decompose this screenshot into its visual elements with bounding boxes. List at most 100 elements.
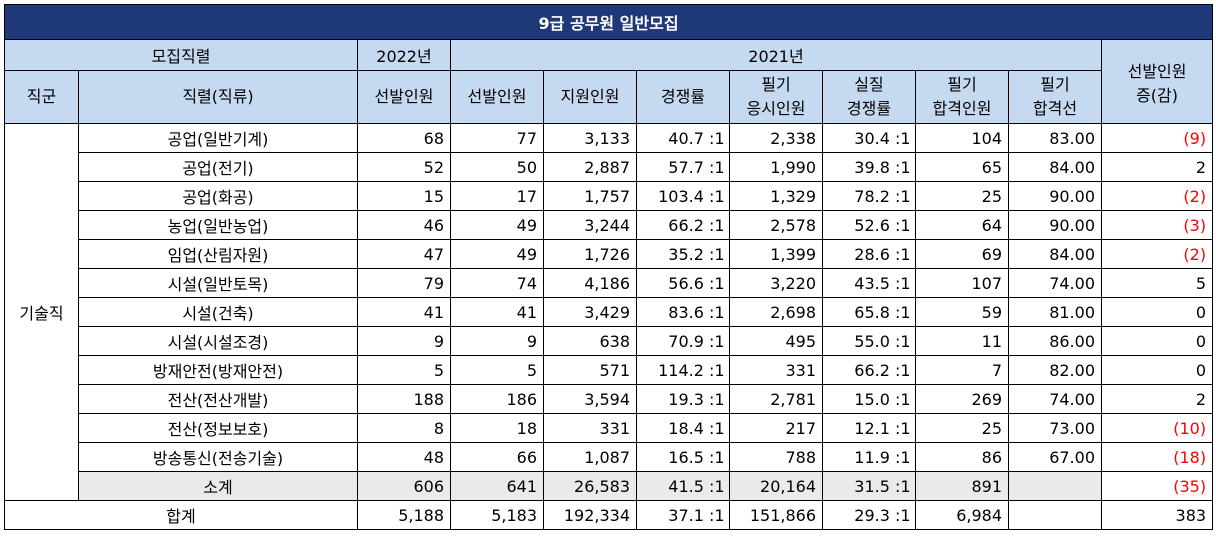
- header-jikryeol: 직렬(직류): [78, 70, 358, 124]
- ratio-value: 12.1: [854, 418, 890, 438]
- cell-cutline: 82.00: [1008, 355, 1102, 385]
- cell-seonbal-2022: 52: [357, 152, 451, 182]
- cell-cutline: 84.00: [1008, 152, 1102, 182]
- cell-pilgi-eungsi: 20,164: [729, 471, 823, 501]
- header-cutline: 필기 합격선: [1008, 70, 1102, 124]
- cell-cutline: 90.00: [1008, 181, 1102, 211]
- cell-seonbal-2022: 68: [357, 123, 451, 153]
- cell-seonbal-2021: 41: [450, 297, 544, 327]
- header-change: 선발인원 증(감): [1100, 39, 1214, 124]
- cell-seonbal-2022: 48: [357, 442, 451, 472]
- cell-pilgi-eungsi: 2,698: [729, 297, 823, 327]
- cell-hapgyeok: 86: [915, 442, 1009, 472]
- cell-jikryeol: 전산(전산개발): [78, 384, 358, 414]
- cell-ratio: 56.6 :1: [636, 268, 730, 298]
- cell-ratio: 43.5 :1: [822, 268, 916, 298]
- cell-ratio: 65.8 :1: [822, 297, 916, 327]
- cell-pilgi-eungsi: 2,578: [729, 210, 823, 240]
- ratio-value: 40.7: [668, 128, 704, 148]
- cell-jiwon: 331: [543, 413, 637, 443]
- header-seonbal-2021: 선발인원: [450, 70, 544, 124]
- table-row: 농업(일반농업) 46 49 3,244 66.2 :1 2,578 52.6 :1 64 90…: [5, 210, 1214, 240]
- ratio-value: 66.2: [854, 360, 890, 380]
- cell-change: (3): [1100, 210, 1214, 240]
- cell-ratio: 52.6 :1: [822, 210, 916, 240]
- cell-hapgyeok: 269: [915, 384, 1009, 414]
- cell-jiwon: 1,087: [543, 442, 637, 472]
- cell-ratio: 35.2 :1: [636, 239, 730, 269]
- cell-change: 383: [1100, 500, 1214, 530]
- cell-seonbal-2021: 50: [450, 152, 544, 182]
- cell-seonbal-2022: 188: [357, 384, 451, 414]
- header-seonbal-2022: 선발인원: [357, 70, 451, 124]
- cell-seonbal-2022: 9: [357, 326, 451, 356]
- cell-jiwon: 638: [543, 326, 637, 356]
- ratio-value: 56.6: [668, 273, 704, 293]
- cell-hapgyeok: 6,984: [915, 500, 1009, 530]
- cell-jikryeol: 공업(화공): [78, 181, 358, 211]
- ratio-suffix: :1: [895, 186, 911, 206]
- cell-pilgi-eungsi: 1,990: [729, 152, 823, 182]
- cell-hapgyeok: 104: [915, 123, 1009, 153]
- cell-pilgi-eungsi: 1,399: [729, 239, 823, 269]
- table-row: 시설(일반토목) 79 74 4,186 56.6 :1 3,220 43.5 :1 107 7…: [5, 268, 1214, 298]
- cell-seonbal-2021: 186: [450, 384, 544, 414]
- cell-ratio: 29.3 :1: [822, 500, 916, 530]
- cell-seonbal-2021: 77: [450, 123, 544, 153]
- cell-seonbal-2022: 46: [357, 210, 451, 240]
- table-row: 시설(시설조경) 9 9 638 70.9 :1 495 55.0 :1 11 86.00 0: [5, 326, 1214, 356]
- cell-ratio: 70.9 :1: [636, 326, 730, 356]
- cell-seonbal-2021: 5,183: [450, 500, 544, 530]
- cell-jikryeol: 시설(건축): [78, 297, 358, 327]
- ratio-suffix: :1: [709, 418, 725, 438]
- cell-jiwon: 26,583: [543, 471, 637, 501]
- cell-jiwon: 2,887: [543, 152, 637, 182]
- ratio-suffix: :1: [895, 505, 911, 525]
- cell-seonbal-2021: 5: [450, 355, 544, 385]
- ratio-value: 18.4: [668, 418, 704, 438]
- header-jiwon: 지원인원: [543, 70, 637, 124]
- ratio-value: 37.1: [668, 505, 704, 525]
- ratio-value: 35.2: [668, 244, 704, 264]
- cell-ratio: 30.4 :1: [822, 123, 916, 153]
- recruitment-table: 9급 공무원 일반모집 모집직렬 2022년 2021년 선발인원 증(감) 직군…: [3, 4, 1214, 530]
- ratio-value: 39.8: [854, 157, 890, 177]
- ratio-suffix: :1: [895, 389, 911, 409]
- cell-cutline: 73.00: [1008, 413, 1102, 443]
- cell-ratio: 16.5 :1: [636, 442, 730, 472]
- ratio-value: 19.3: [668, 389, 704, 409]
- total-row: 합계 5,188 5,183 192,334 37.1 :1 151,866 29.3 :1…: [4, 500, 1214, 530]
- total-label: 합계: [4, 500, 358, 530]
- table-row: 공업(화공) 15 17 1,757 103.4 :1 1,329 78.2 :1 25 90.…: [5, 181, 1214, 211]
- cell-seonbal-2021: 17: [450, 181, 544, 211]
- cell-cutline: [1008, 500, 1102, 530]
- cell-cutline: 86.00: [1008, 326, 1102, 356]
- header-silji: 실질 경쟁률: [822, 70, 916, 124]
- cell-ratio: 31.5 :1: [822, 471, 916, 501]
- cell-seonbal-2022: 5: [357, 355, 451, 385]
- cell-cutline: 81.00: [1008, 297, 1102, 327]
- cell-ratio: 39.8 :1: [822, 152, 916, 182]
- ratio-suffix: :1: [709, 215, 725, 235]
- cell-change: (2): [1100, 181, 1214, 211]
- cell-seonbal-2021: 49: [450, 239, 544, 269]
- cell-change: 5: [1100, 268, 1214, 298]
- ratio-value: 103.4: [658, 186, 704, 206]
- ratio-value: 11.9: [854, 447, 890, 467]
- cell-ratio: 103.4 :1: [636, 181, 730, 211]
- ratio-value: 29.3: [854, 505, 890, 525]
- cell-change: 2: [1100, 384, 1214, 414]
- cell-pilgi-eungsi: 2,338: [729, 123, 823, 153]
- ratio-suffix: :1: [895, 447, 911, 467]
- cell-jikryeol: 농업(일반농업): [78, 210, 358, 240]
- table-row: 공업(전기) 52 50 2,887 57.7 :1 1,990 39.8 :1 65 84.0…: [5, 152, 1214, 182]
- ratio-value: 114.2: [658, 360, 704, 380]
- ratio-suffix: :1: [709, 389, 725, 409]
- cell-ratio: 15.0 :1: [822, 384, 916, 414]
- cell-change: 0: [1100, 355, 1214, 385]
- cell-pilgi-eungsi: 151,866: [729, 500, 823, 530]
- ratio-suffix: :1: [709, 244, 725, 264]
- ratio-suffix: :1: [895, 302, 911, 322]
- ratio-value: 30.4: [854, 128, 890, 148]
- cell-hapgyeok: 69: [915, 239, 1009, 269]
